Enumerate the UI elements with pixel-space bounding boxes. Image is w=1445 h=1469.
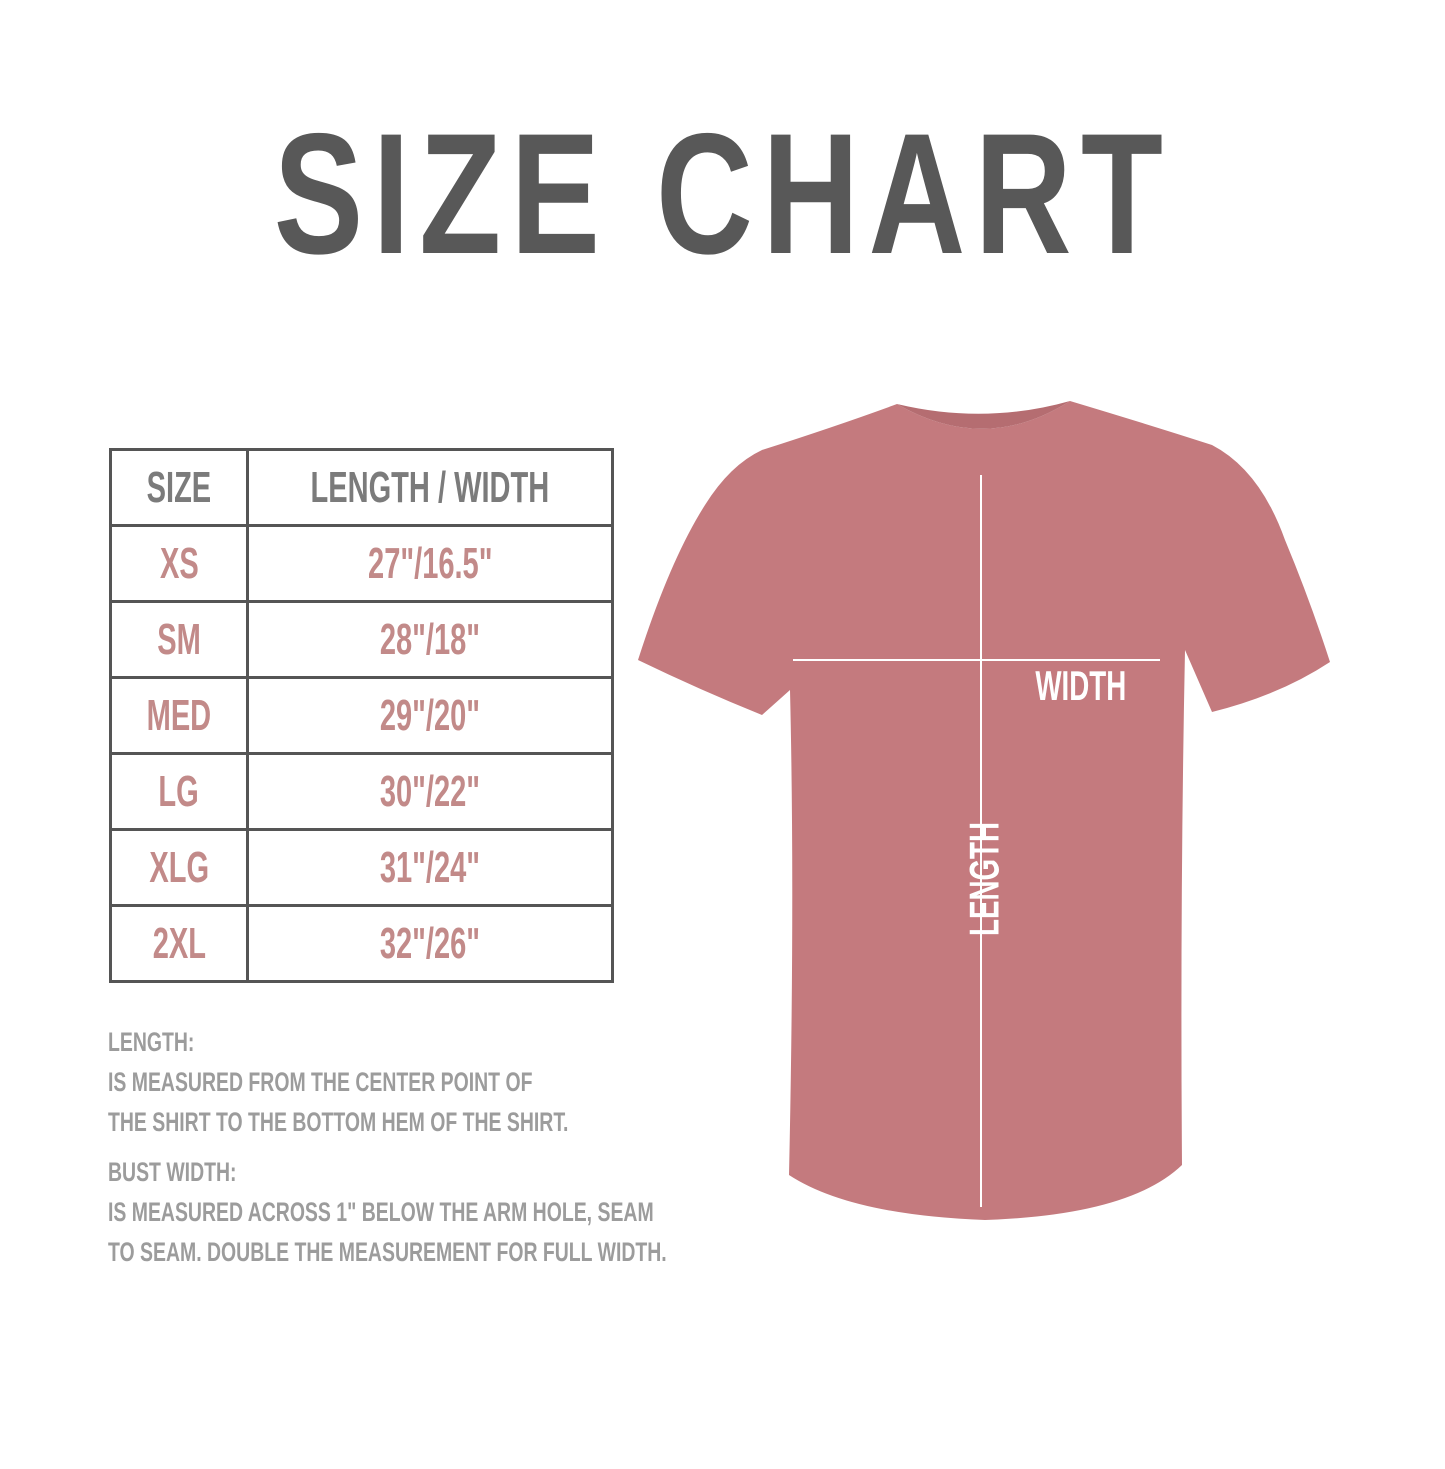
table-header-row: SIZE LENGTH / WIDTH — [109, 448, 614, 527]
measure-cell: 30"/22" — [379, 766, 480, 816]
table-row: XLG 31"/24" — [109, 828, 614, 907]
length-label: LENGTH — [960, 822, 1008, 936]
measure-cell: 31"/24" — [379, 842, 480, 892]
table-row: MED 29"/20" — [109, 676, 614, 755]
size-cell: XLG — [149, 842, 209, 892]
table-row: 2XL 32"/26" — [109, 904, 614, 983]
measure-cell: 27"/16.5" — [367, 538, 493, 588]
size-cell: MED — [146, 690, 212, 740]
width-heading: BUST WIDTH: — [108, 1157, 237, 1187]
measure-cell: 32"/26" — [379, 918, 480, 968]
table-row: SM 28"/18" — [109, 600, 614, 679]
size-cell: 2XL — [152, 918, 206, 968]
table-row: LG 30"/22" — [109, 752, 614, 831]
header-length-width: LENGTH / WIDTH — [246, 448, 614, 527]
tshirt-body — [638, 401, 1330, 1220]
measure-cell: 29"/20" — [379, 690, 480, 740]
size-cell: SM — [157, 614, 201, 664]
width-label: WIDTH — [1035, 662, 1127, 709]
page-title: SIZE CHART — [273, 98, 1172, 290]
length-heading: LENGTH: — [108, 1027, 195, 1057]
width-note-line: TO SEAM. DOUBLE THE MEASUREMENT FOR FULL… — [108, 1237, 667, 1267]
header-size: SIZE — [109, 448, 249, 527]
measurement-notes: LENGTH: IS MEASURED FROM THE CENTER POIN… — [108, 1022, 884, 1272]
width-note-line: IS MEASURED ACROSS 1" BELOW THE ARM HOLE… — [108, 1197, 654, 1227]
size-cell: LG — [158, 766, 200, 816]
size-cell: XS — [159, 538, 199, 588]
length-note-line: IS MEASURED FROM THE CENTER POINT OF — [108, 1067, 533, 1097]
table-row: XS 27"/16.5" — [109, 524, 614, 603]
size-table: SIZE LENGTH / WIDTH XS 27"/16.5" SM 28"/18… — [109, 448, 614, 983]
length-note-line: THE SHIRT TO THE BOTTOM HEM OF THE SHIRT… — [108, 1107, 569, 1137]
measure-cell: 28"/18" — [379, 614, 480, 664]
